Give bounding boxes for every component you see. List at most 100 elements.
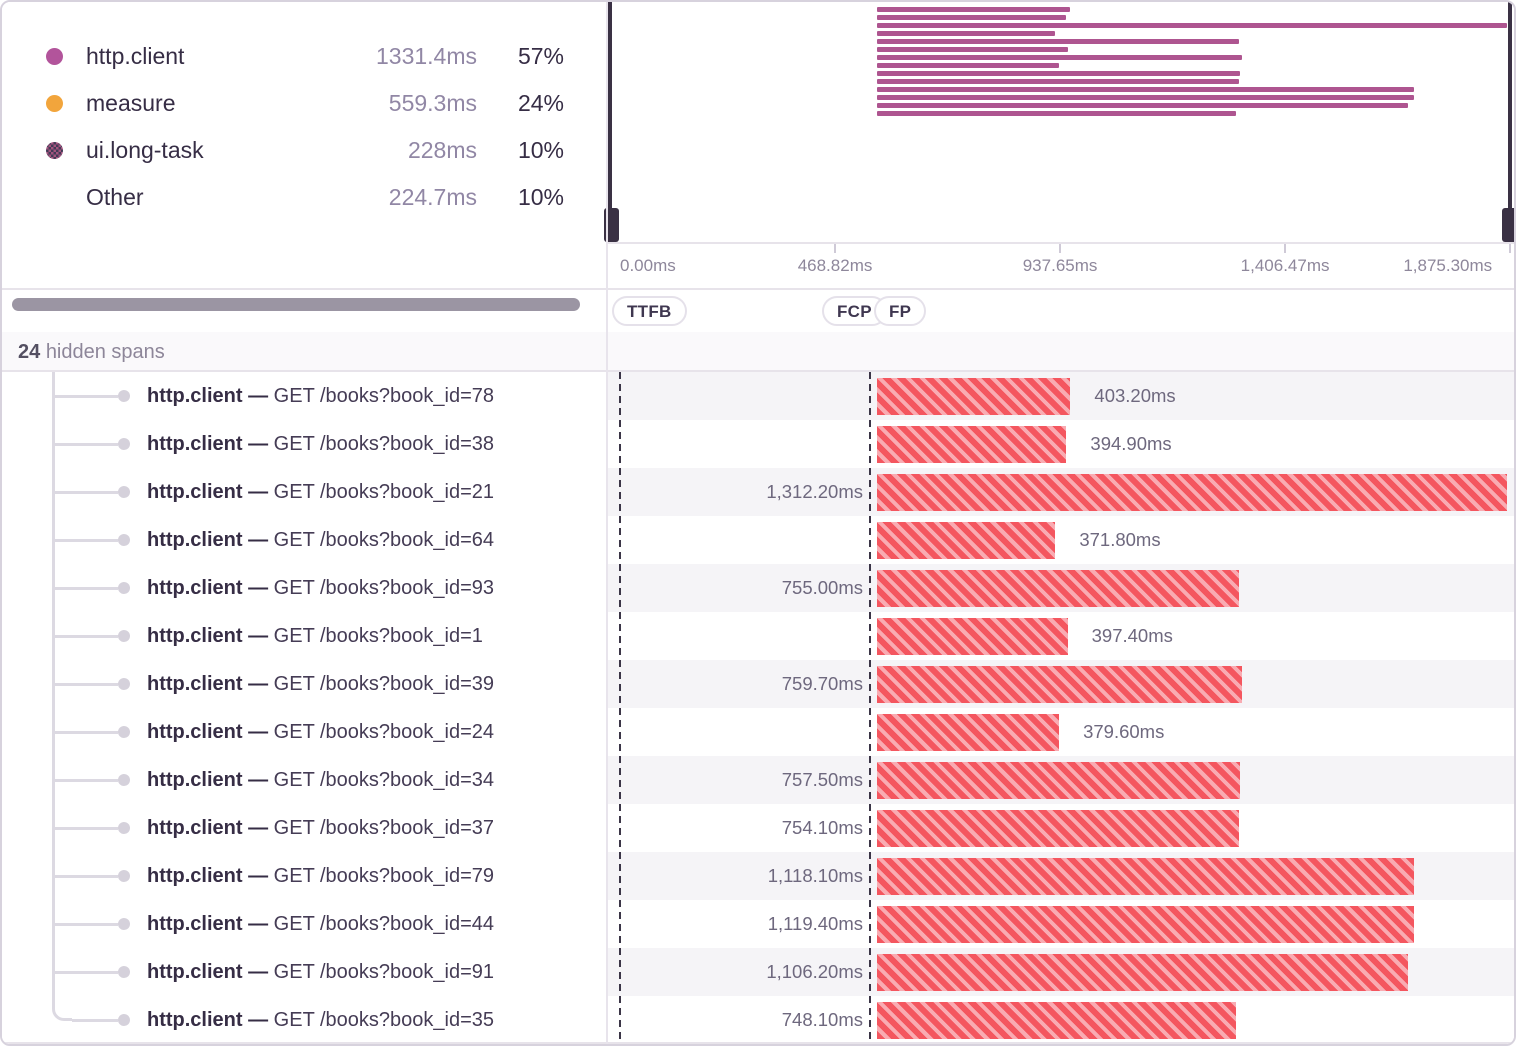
span-op-and-description: http.client — GET /books?book_id=37: [147, 817, 495, 839]
legend-row-measure: measure 559.3ms 24%: [2, 80, 606, 126]
tree-node-dot: [118, 534, 130, 546]
tree-node-dot: [118, 918, 130, 930]
minimap-span-bar: [876, 63, 1060, 68]
time-axis: 0.00ms 468.82ms 937.65ms 1,406.47ms 1,875.30…: [608, 244, 1514, 288]
tree-node-dot: [118, 438, 130, 450]
legend-op-label: http.client: [86, 43, 185, 69]
span-duration-bar[interactable]: [876, 858, 1414, 895]
span-row-track[interactable]: 1,312.20ms: [608, 468, 1514, 516]
tree-connector: [54, 731, 118, 734]
hidden-spans-label: 24 hidden spans: [18, 341, 165, 363]
span-duration-bar[interactable]: [876, 522, 1056, 559]
divider: [2, 1042, 1514, 1044]
tree-connector: [54, 875, 118, 878]
tree-node-dot: [118, 870, 130, 882]
span-op-and-description: http.client — GET /books?book_id=35: [147, 1009, 495, 1031]
tree-connector: [54, 779, 118, 782]
legend-op-percent: 57%: [517, 43, 564, 69]
legend-row-http.client: http.client 1331.4ms 57%: [2, 33, 606, 79]
span-duration-bar[interactable]: [876, 810, 1239, 847]
span-row-track[interactable]: 755.00ms: [608, 564, 1514, 612]
ui.long-task-dot-icon: [46, 142, 63, 159]
span-row-track[interactable]: 1,106.20ms: [608, 948, 1514, 996]
span-row-name[interactable]: http.client — GET /books?book_id=93: [2, 564, 606, 612]
span-duration-bar[interactable]: [876, 762, 1241, 799]
horizontal-scrollbar-track[interactable]: [2, 290, 606, 332]
legend-op-duration: 228ms: [407, 137, 477, 163]
span-duration-label: 755.00ms: [781, 577, 863, 598]
minimap-left-handle-line[interactable]: [608, 2, 612, 242]
span-row-track[interactable]: 397.40ms: [608, 612, 1514, 660]
span-row-track[interactable]: 403.20ms: [608, 372, 1514, 420]
minimap-span-bar: [876, 23, 1507, 28]
span-row-track[interactable]: 754.10ms: [608, 804, 1514, 852]
ops-breakdown: http.client 1331.4ms 57% measure 559.3ms 24% u…: [2, 2, 606, 288]
horizontal-scrollbar-thumb[interactable]: [12, 298, 580, 311]
span-duration-label: 379.60ms: [1083, 721, 1165, 742]
span-duration-label: 403.20ms: [1094, 385, 1176, 406]
span-duration-bar[interactable]: [876, 906, 1415, 943]
span-duration-bar[interactable]: [876, 426, 1067, 463]
span-duration-bar[interactable]: [876, 474, 1507, 511]
span-timeline-canvas: 403.20ms 394.90ms 1,312.20ms 371.80ms 755.00…: [608, 372, 1514, 1044]
divider: [2, 370, 1514, 372]
span-row-name[interactable]: http.client — GET /books?book_id=91: [2, 948, 606, 996]
span-row-track[interactable]: 379.60ms: [608, 708, 1514, 756]
span-op-and-description: http.client — GET /books?book_id=78: [147, 385, 495, 407]
legend-op-label: Other: [86, 184, 144, 210]
span-duration-label: 757.50ms: [781, 769, 863, 790]
vital-badge-ttfb: TTFB: [612, 296, 687, 326]
hidden-spans-row[interactable]: 24 hidden spans: [2, 332, 1514, 372]
span-op-and-description: http.client — GET /books?book_id=21: [147, 481, 495, 503]
span-row-name[interactable]: http.client — GET /books?book_id=39: [2, 660, 606, 708]
tree-connector: [54, 923, 118, 926]
span-row-track[interactable]: 394.90ms: [608, 420, 1514, 468]
span-duration-bar[interactable]: [876, 666, 1242, 703]
span-row-track[interactable]: 371.80ms: [608, 516, 1514, 564]
minimap-span-bar: [876, 87, 1414, 92]
minimap-right-grip[interactable]: [1502, 208, 1514, 242]
tree-node-dot: [118, 726, 130, 738]
tree-connector: [54, 491, 118, 494]
span-row-name[interactable]: http.client — GET /books?book_id=37: [2, 804, 606, 852]
span-row-name[interactable]: http.client — GET /books?book_id=38: [2, 420, 606, 468]
span-duration-bar[interactable]: [876, 954, 1408, 991]
minimap-span-bar: [876, 55, 1242, 60]
span-duration-bar[interactable]: [876, 714, 1060, 751]
span-row-name[interactable]: http.client — GET /books?book_id=35: [2, 996, 606, 1044]
span-duration-label: 754.10ms: [781, 817, 863, 838]
minimap-span-bar: [876, 95, 1415, 100]
span-row-name[interactable]: http.client — GET /books?book_id=44: [2, 900, 606, 948]
span-row-name[interactable]: http.client — GET /books?book_id=21: [2, 468, 606, 516]
span-row-name[interactable]: http.client — GET /books?book_id=1: [2, 612, 606, 660]
span-duration-bar[interactable]: [876, 618, 1068, 655]
span-duration-bar[interactable]: [876, 570, 1240, 607]
span-row-name[interactable]: http.client — GET /books?book_id=24: [2, 708, 606, 756]
legend-op-duration: 224.7ms: [388, 184, 477, 210]
span-row-name[interactable]: http.client — GET /books?book_id=34: [2, 756, 606, 804]
minimap-span-bar: [876, 71, 1241, 76]
tree-connector: [54, 683, 118, 686]
tree-connector: [54, 971, 118, 974]
span-row-name[interactable]: http.client — GET /books?book_id=64: [2, 516, 606, 564]
span-row-name[interactable]: http.client — GET /books?book_id=79: [2, 852, 606, 900]
span-duration-bar[interactable]: [876, 378, 1071, 415]
web-vitals-row: TTFB FCP FP: [608, 290, 1514, 332]
span-op-and-description: http.client — GET /books?book_id=34: [147, 769, 495, 791]
span-duration-bar[interactable]: [876, 1002, 1236, 1039]
span-row-track[interactable]: 757.50ms: [608, 756, 1514, 804]
tree-connector: [54, 539, 118, 542]
legend-op-duration: 1331.4ms: [375, 43, 477, 69]
trace-minimap[interactable]: [604, 2, 1514, 244]
span-duration-label: 1,118.10ms: [767, 865, 863, 886]
span-row-track[interactable]: 748.10ms: [608, 996, 1514, 1044]
tree-node-dot: [118, 966, 130, 978]
minimap-right-handle-line[interactable]: [1508, 2, 1512, 242]
minimap-span-bar: [876, 103, 1408, 108]
span-row-track[interactable]: 1,118.10ms: [608, 852, 1514, 900]
minimap-span-bar: [876, 31, 1056, 36]
span-row-name[interactable]: http.client — GET /books?book_id=78: [2, 372, 606, 420]
axis-tick-mark: [834, 244, 837, 253]
span-row-track[interactable]: 759.70ms: [608, 660, 1514, 708]
span-row-track[interactable]: 1,119.40ms: [608, 900, 1514, 948]
